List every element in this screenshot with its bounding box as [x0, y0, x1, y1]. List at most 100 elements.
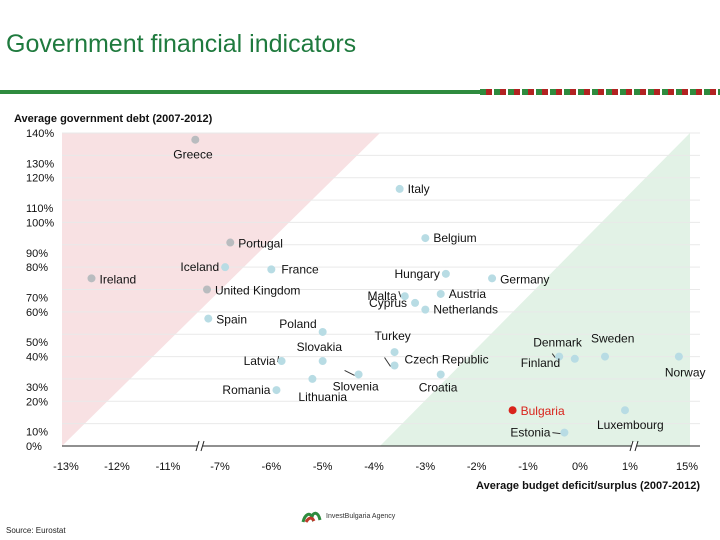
point-sweden: [601, 352, 609, 361]
point-austria: [436, 289, 445, 298]
point-iceland: [221, 263, 230, 272]
label-denmark: Denmark: [533, 336, 583, 350]
x-axis-ticks: -13% -12% -11% -7% -6% -5% -4% -3% -2% -1% 0% 1% 15%: [53, 461, 698, 473]
point-latvia: [277, 357, 286, 366]
page-title: Government financial indicators: [6, 30, 357, 58]
label-germany: Germany: [500, 272, 549, 286]
point-hungary: [441, 269, 450, 278]
data-labels: Greece Italy Belgium Portugal Iceland France H…: [100, 148, 706, 440]
source-note: Source: Eurostat: [6, 526, 66, 535]
axis-break-gap: [631, 442, 637, 450]
label-estonia: Estonia: [510, 426, 550, 440]
point-finland: [570, 354, 579, 363]
x-tick-label: 15%: [676, 461, 698, 473]
x-tick-label: -12%: [104, 461, 130, 473]
label-sweden: Sweden: [591, 332, 634, 346]
label-slovakia: Slovakia: [297, 340, 343, 354]
x-tick-label: -1%: [518, 461, 538, 473]
logo-text: InvestBulgaria Agency: [326, 512, 396, 520]
chart-title: Average government debt (2007-2012): [14, 113, 213, 125]
y-tick-label: 10%: [26, 427, 48, 439]
label-bulgaria: Bulgaria: [521, 404, 565, 418]
y-tick-label: 20%: [26, 396, 48, 408]
label-turkey: Turkey: [375, 329, 411, 343]
y-tick-label: 40%: [26, 352, 48, 364]
point-lithuania: [308, 374, 317, 383]
leader-czech-republic: [384, 357, 391, 367]
leader-estonia: [552, 432, 561, 435]
y-tick-label: 0%: [26, 441, 42, 453]
label-austria: Austria: [449, 287, 487, 301]
leader-malta: [398, 291, 402, 298]
agency-logo: InvestBulgaria Agency: [300, 508, 395, 524]
leader-denmark: [551, 353, 556, 358]
x-tick-label: -11%: [156, 461, 181, 473]
y-tick-label: 100%: [26, 217, 54, 229]
y-tick-label: 110%: [26, 203, 54, 215]
x-tick-label: -7%: [210, 461, 230, 473]
y-tick-label: 70%: [26, 293, 48, 305]
label-finland: Finland: [521, 356, 560, 370]
point-netherlands: [421, 305, 430, 314]
data-points: [87, 135, 683, 437]
point-ireland: [87, 274, 96, 283]
title-divider-accent: [480, 89, 720, 95]
point-spain: [204, 314, 213, 323]
x-axis-label: Average budget deficit/surplus (2007-201…: [476, 480, 700, 492]
x-tick-label: -6%: [262, 461, 282, 473]
point-germany: [488, 274, 497, 283]
point-slovenia: [354, 370, 363, 379]
y-tick-label: 120%: [26, 173, 54, 185]
x-tick-label: 0%: [572, 461, 588, 473]
label-luxembourg: Luxembourg: [597, 418, 664, 432]
title-divider: [0, 90, 720, 94]
point-luxembourg: [621, 406, 629, 415]
point-czech-republic: [390, 361, 399, 370]
label-greece: Greece: [173, 148, 213, 162]
y-tick-label: 60%: [26, 307, 48, 319]
point-france: [267, 265, 276, 274]
y-tick-label: 50%: [26, 337, 48, 349]
axis-break-mark: [634, 440, 639, 452]
label-france: France: [281, 262, 319, 276]
point-turkey: [390, 348, 399, 357]
label-slovenia: Slovenia: [333, 379, 379, 393]
point-malta: [400, 292, 409, 301]
y-tick-label: 130%: [26, 158, 54, 170]
y-tick-label: 30%: [26, 382, 48, 394]
x-tick-label: -5%: [313, 461, 333, 473]
x-tick-label: -13%: [53, 461, 79, 473]
point-estonia: [560, 428, 569, 437]
label-portugal: Portugal: [238, 237, 283, 251]
point-denmark: [555, 352, 564, 361]
axis-break-mark: [629, 440, 634, 452]
point-slovakia: [318, 357, 327, 366]
x-tick-label: -2%: [467, 461, 487, 473]
y-axis-ticks: 0% 10% 20% 30% 40% 50% 60% 70% 80% 90% 100% 110% 120…: [26, 128, 54, 453]
label-italy: Italy: [408, 182, 430, 196]
label-norway: Norway: [665, 366, 706, 380]
leader-lines: [277, 291, 561, 435]
label-malta: Malta: [367, 289, 397, 303]
label-czech-republic: Czech Republic: [405, 353, 489, 367]
label-ireland: Ireland: [100, 272, 137, 286]
point-bulgaria: [508, 406, 517, 415]
axis-break-mark: [195, 440, 200, 452]
y-tick-label: 140%: [26, 128, 54, 140]
point-poland: [318, 327, 327, 336]
label-poland: Poland: [279, 317, 316, 331]
point-united-kingdom: [203, 285, 211, 294]
grid-lines: [62, 132, 700, 447]
axis-break-mark: [200, 440, 205, 452]
label-hungary: Hungary: [395, 267, 440, 281]
point-romania: [272, 386, 281, 395]
label-cyprus: Cyprus: [369, 296, 407, 310]
label-lithuania: Lithuania: [298, 390, 347, 404]
label-latvia: Latvia: [244, 354, 276, 368]
y-tick-label: 90%: [26, 248, 48, 260]
point-greece: [191, 135, 200, 144]
point-cyprus: [411, 298, 420, 307]
label-united-kingdom: United Kingdom: [215, 284, 300, 298]
label-spain: Spain: [216, 313, 247, 327]
